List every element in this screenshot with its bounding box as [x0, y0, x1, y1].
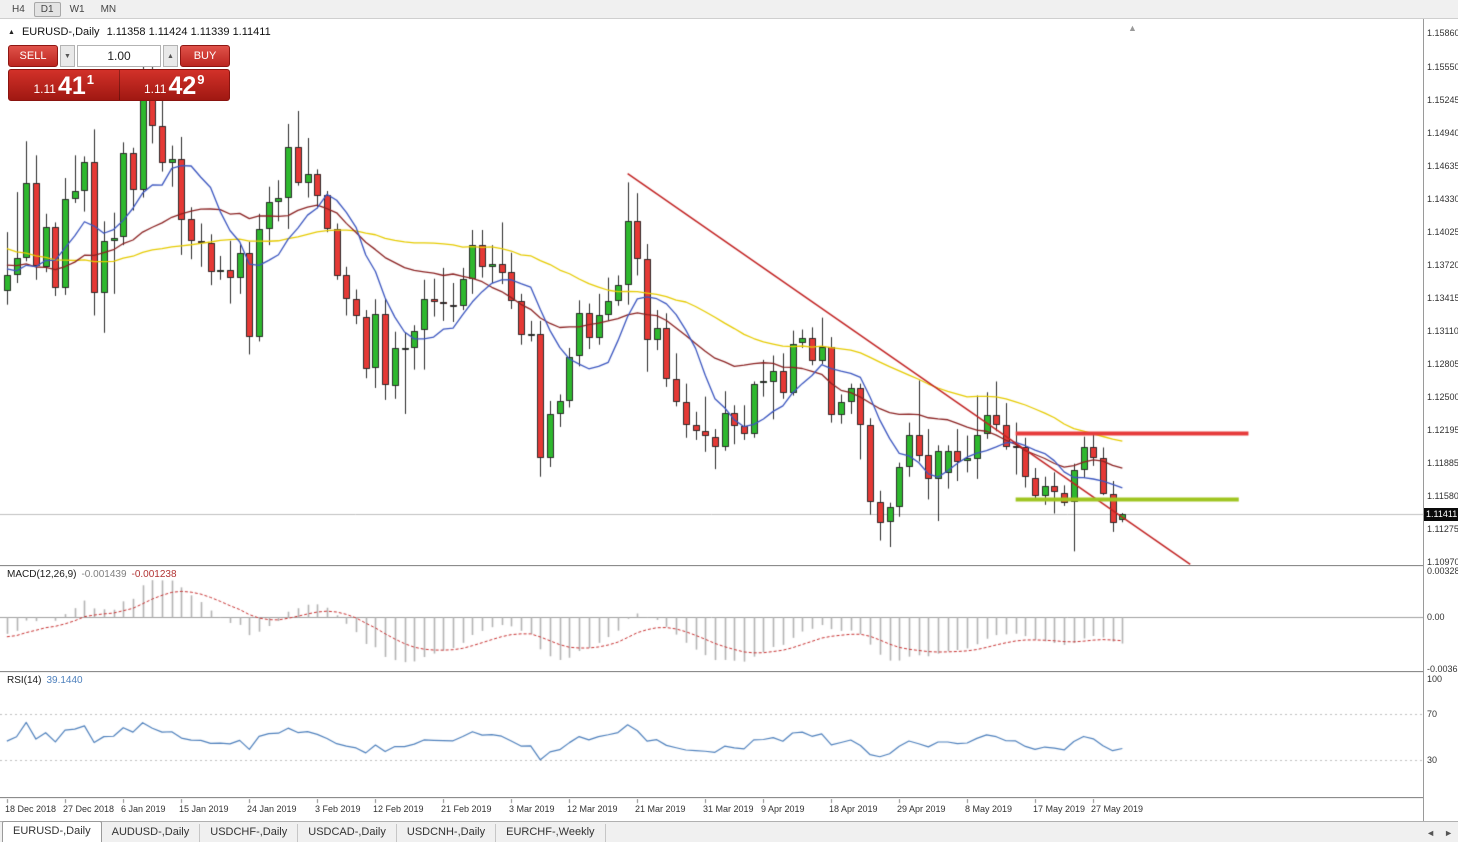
- time-axis-label: 29 Apr 2019: [897, 804, 946, 814]
- price-axis-label: 1.12195: [1427, 424, 1458, 435]
- chart-tab-bar: EURUSD-,Daily AUDUSD-,Daily USDCHF-,Daily U…: [0, 821, 1458, 842]
- macd-signal-value: -0.001238: [131, 569, 177, 580]
- price-axis-label: 1.13110: [1427, 325, 1458, 336]
- timeframe-button-d1[interactable]: D1: [33, 1, 61, 17]
- chart-tab-usdchf[interactable]: USDCHF-,Daily: [200, 824, 299, 842]
- time-axis-label: 6 Jan 2019: [121, 804, 166, 814]
- time-axis-label: 27 May 2019: [1091, 804, 1144, 814]
- chart-tab-eurchf[interactable]: EURCHF-,Weekly: [496, 824, 606, 842]
- price-axis-label: 1.13720: [1427, 259, 1458, 270]
- rsi-axis-label: 30: [1427, 755, 1438, 766]
- time-axis-label: 12 Feb 2019: [373, 804, 424, 814]
- volume-decrease-button[interactable]: ▼: [60, 45, 75, 67]
- time-axis-label: 31 Mar 2019: [703, 804, 754, 814]
- time-axis-label: 24 Jan 2019: [247, 804, 297, 814]
- time-axis-separator: [0, 797, 1458, 799]
- time-axis-label: 15 Jan 2019: [179, 804, 229, 814]
- rsi-pane-separator[interactable]: [0, 671, 1458, 673]
- price-axis-label: 1.11580: [1427, 491, 1458, 502]
- buy-price-display[interactable]: 1.11 42 9: [120, 70, 230, 100]
- time-axis-label: 21 Mar 2019: [635, 804, 686, 814]
- time-axis-label: 18 Dec 2018: [5, 804, 57, 814]
- volume-up-icon: ▲: [167, 52, 174, 60]
- volume-down-icon: ▼: [64, 52, 71, 60]
- time-axis-label: 21 Feb 2019: [441, 804, 492, 814]
- time-axis-label: 3 Mar 2019: [509, 804, 555, 814]
- price-axis-label: 1.11885: [1427, 458, 1458, 469]
- price-axis-label: 1.15245: [1427, 94, 1458, 105]
- rsi-axis-label: 100: [1427, 674, 1443, 684]
- macd-pane-separator[interactable]: [0, 565, 1458, 567]
- price-axis-label: 1.14025: [1427, 226, 1458, 237]
- chart-expand-icon: ▲: [8, 28, 15, 36]
- price-divider: [118, 70, 120, 100]
- macd-axis-label: -0.00365: [1427, 664, 1458, 674]
- chart-tab-audusd[interactable]: AUDUSD-,Daily: [102, 824, 201, 842]
- price-axis-label: 1.14940: [1427, 127, 1458, 138]
- tab-scroll-left-icon[interactable]: ◄: [1426, 828, 1436, 838]
- price-axis-label: 1.13415: [1427, 292, 1458, 303]
- time-axis-label: 18 Apr 2019: [829, 804, 878, 814]
- buy-price-big: 42: [168, 71, 197, 100]
- chart-tab-usdcnh[interactable]: USDCNH-,Daily: [397, 824, 497, 842]
- macd-axis-label: 0.00328: [1427, 566, 1458, 576]
- buy-price-small: 1.11: [143, 82, 167, 96]
- tab-scroll-right-icon[interactable]: ►: [1444, 828, 1453, 838]
- time-axis-label: 8 May 2019: [965, 804, 1013, 814]
- rsi-axis-label: 70: [1427, 708, 1438, 719]
- price-axis-label: 1.14330: [1427, 193, 1458, 204]
- chart-ohlc-values: 1.11358 1.11424 1.11339 1.11411: [106, 26, 271, 38]
- time-axis[interactable]: 18 Dec 2018 27 Dec 2018 6 Jan 2019 15 Jan 2…: [0, 799, 1423, 821]
- buy-price-sup: 9: [197, 72, 205, 87]
- price-axis-label: 1.12500: [1427, 391, 1458, 402]
- timeframe-button-h4[interactable]: H4: [12, 3, 25, 15]
- buy-button[interactable]: BUY: [180, 45, 230, 67]
- macd-axis-label: 0.00: [1427, 612, 1445, 623]
- one-click-price-row: 1.11 41 1 1.11 42 9: [8, 69, 230, 101]
- sell-button[interactable]: SELL: [8, 45, 58, 67]
- time-axis-label: 27 Dec 2018: [63, 804, 115, 814]
- price-axis-label: 1.14635: [1427, 160, 1458, 171]
- rsi-name: RSI(14): [7, 675, 42, 686]
- sell-price-big: 41: [57, 71, 86, 100]
- sell-price-small: 1.11: [33, 82, 56, 96]
- price-axis-label: 1.15550: [1427, 61, 1458, 72]
- chart-tab-usdcad[interactable]: USDCAD-,Daily: [298, 824, 397, 842]
- chart-symbol-period: EURUSD-,Daily: [21, 26, 100, 38]
- time-axis-label: 9 Apr 2019: [761, 804, 805, 814]
- macd-pane-label: MACD(12,26,9) -0.001439 -0.001238: [7, 569, 177, 580]
- macd-name: MACD(12,26,9): [7, 569, 77, 580]
- current-price-badge: 1.11411: [1424, 508, 1458, 521]
- time-axis-label: 17 May 2019: [1033, 804, 1086, 814]
- one-click-controls-row: SELL ▼ ▲ BUY: [8, 45, 230, 67]
- volume-input[interactable]: [77, 45, 161, 67]
- chart-tab-eurusd[interactable]: EURUSD-,Daily: [2, 821, 102, 842]
- macd-main-value: -0.001439: [81, 569, 127, 580]
- volume-increase-button[interactable]: ▲: [163, 45, 178, 67]
- price-axis-label: 1.11275: [1427, 524, 1458, 535]
- chart-area: ▲ EURUSD-,Daily 1.11358 1.11424 1.11339 …: [0, 19, 1458, 821]
- chart-ohlc-header: ▲ EURUSD-,Daily 1.11358 1.11424 1.11339 …: [8, 26, 271, 38]
- rsi-value: 39.1440: [46, 675, 83, 686]
- time-axis-label: 12 Mar 2019: [567, 804, 618, 814]
- price-chart-canvas[interactable]: [0, 19, 1423, 821]
- tab-scroll-arrows: ◄ ►: [1426, 828, 1453, 838]
- price-axis-label: 1.15860: [1427, 28, 1458, 39]
- sell-price-sup: 1: [86, 72, 94, 87]
- rsi-pane-label: RSI(14) 39.1440: [7, 675, 83, 686]
- time-axis-label: 3 Feb 2019: [315, 804, 361, 814]
- chart-shift-marker-icon: ▲: [1128, 23, 1137, 33]
- sell-price-display[interactable]: 1.11 41 1: [9, 70, 119, 100]
- price-axis-label: 1.10970: [1427, 557, 1458, 568]
- timeframe-toolbar: H4 D1 W1 MN: [0, 0, 1458, 19]
- timeframe-button-w1[interactable]: W1: [69, 3, 85, 15]
- price-scale[interactable]: 1.15860 1.15550 1.15245 1.14940 1.14635 1.143…: [1423, 19, 1458, 821]
- one-click-trading-panel: SELL ▼ ▲ BUY 1.11 41 1 1.11 42 9: [8, 45, 230, 101]
- timeframe-button-mn[interactable]: MN: [100, 3, 117, 15]
- price-axis-label: 1.12805: [1427, 358, 1458, 369]
